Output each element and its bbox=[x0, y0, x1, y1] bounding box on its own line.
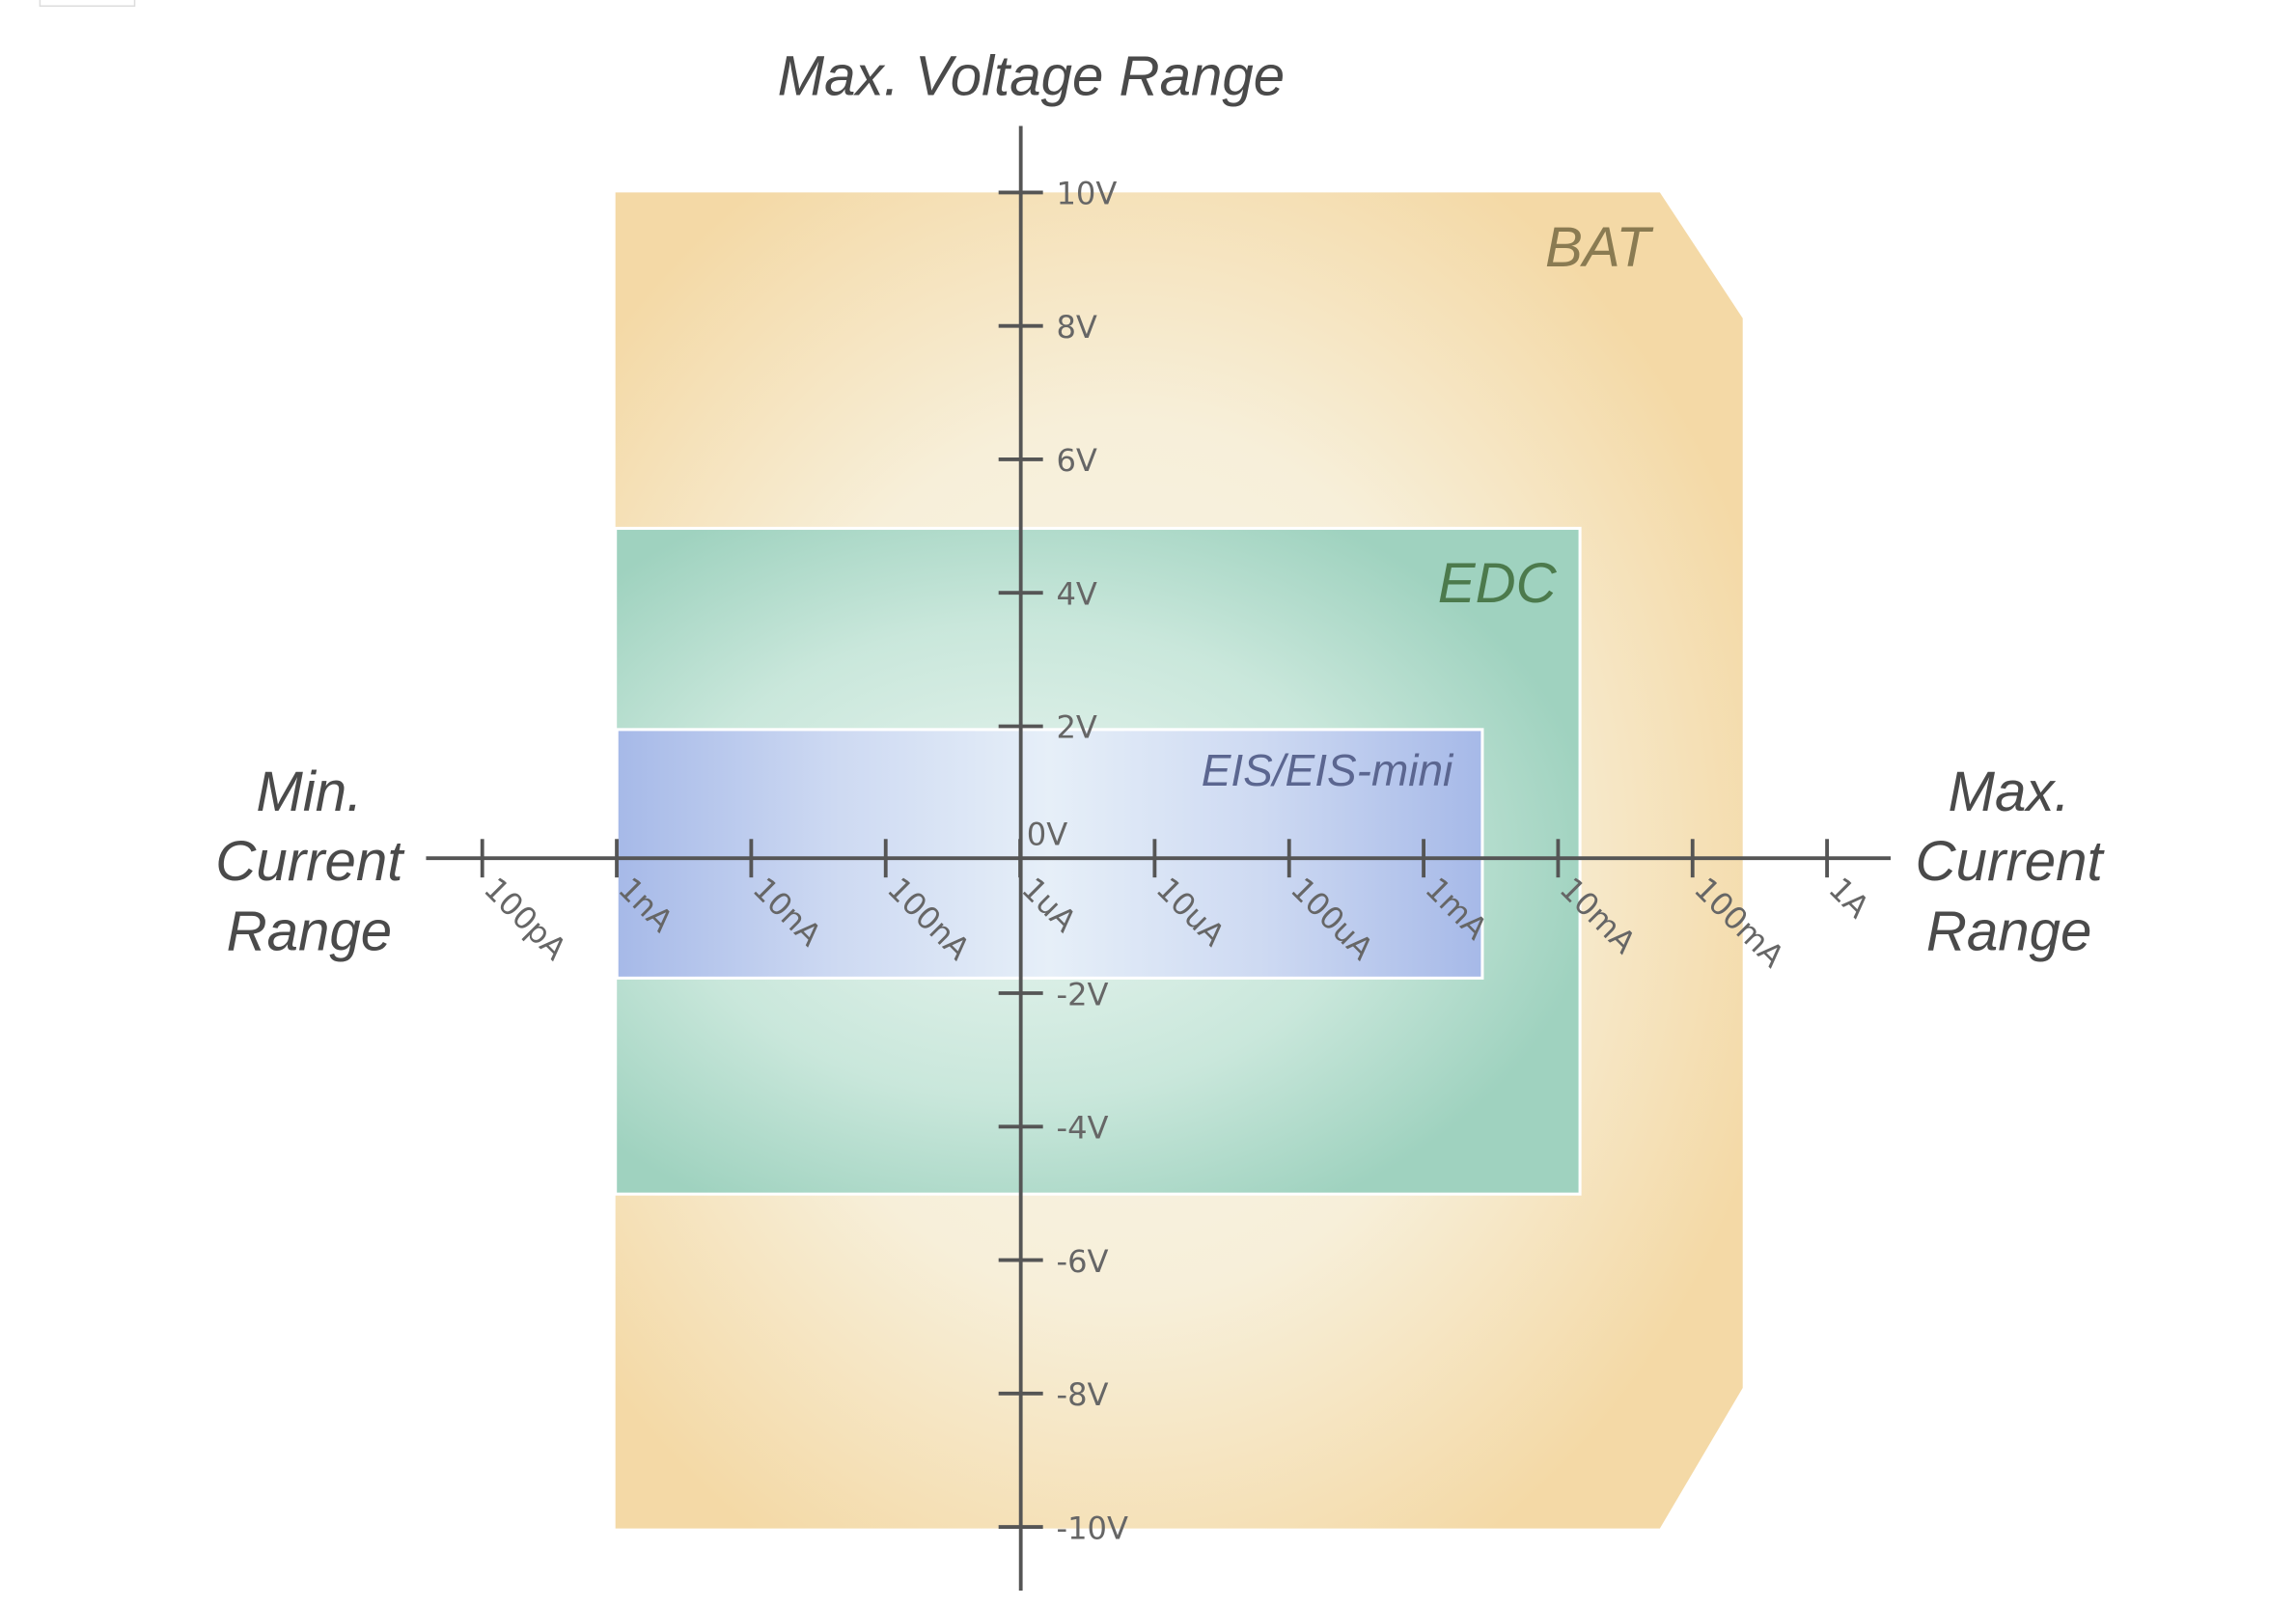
axis-title: Current bbox=[215, 830, 405, 893]
y-tick-label: 4V bbox=[1056, 575, 1097, 612]
region-label: EDC bbox=[1438, 552, 1558, 615]
eis-region bbox=[615, 728, 1484, 980]
x-tick-label: 1A bbox=[1821, 871, 1876, 926]
y-tick-label: -10V bbox=[1056, 1510, 1128, 1546]
x-tick-label: 100pA bbox=[477, 871, 573, 967]
region-label: EIS/EIS-mini bbox=[1202, 745, 1454, 795]
corner-box bbox=[39, 0, 136, 8]
region-label: BAT bbox=[1545, 216, 1654, 279]
y-tick-label: -2V bbox=[1056, 976, 1108, 1012]
y-tick-label: 6V bbox=[1056, 442, 1097, 479]
y-tick-label: -4V bbox=[1056, 1110, 1108, 1147]
axis-title: Max. bbox=[1949, 761, 2070, 823]
y-tick-label: -8V bbox=[1056, 1376, 1108, 1413]
y-tick-label: 2V bbox=[1056, 709, 1097, 746]
y-tick-label: 0V bbox=[1027, 816, 1068, 852]
y-tick-label: -6V bbox=[1056, 1243, 1108, 1280]
axis-title: Min. bbox=[256, 761, 362, 823]
axis-title: Max. Voltage Range bbox=[778, 44, 1286, 107]
y-tick-label: 10V bbox=[1056, 176, 1117, 212]
y-tick-label: 8V bbox=[1056, 309, 1097, 346]
axis-title: Current bbox=[1916, 830, 2106, 893]
axis-title: Range bbox=[227, 900, 393, 962]
axis-title: Range bbox=[1926, 900, 2092, 962]
